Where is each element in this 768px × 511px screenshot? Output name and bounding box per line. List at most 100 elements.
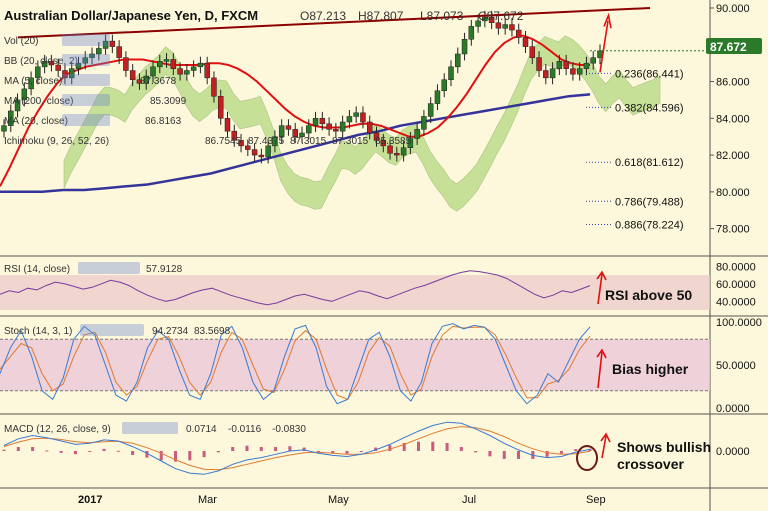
candle-body[interactable]	[394, 152, 400, 156]
candle-body[interactable]	[360, 112, 366, 123]
candle-body[interactable]	[353, 112, 359, 117]
candle-body[interactable]	[509, 24, 515, 31]
candle-body[interactable]	[400, 147, 407, 156]
candle-body[interactable]	[319, 118, 326, 125]
legend-controls[interactable]	[62, 74, 110, 86]
candle-body[interactable]	[231, 130, 238, 141]
candle-body[interactable]	[157, 61, 163, 68]
candle-body[interactable]	[82, 57, 89, 64]
candle-body[interactable]	[576, 68, 583, 75]
macd-legend-controls[interactable]	[122, 422, 178, 434]
candle-body[interactable]	[245, 145, 251, 150]
candle-body[interactable]	[414, 129, 420, 139]
candle-body[interactable]	[515, 29, 522, 38]
candle-body[interactable]	[536, 57, 542, 71]
legend-controls[interactable]	[62, 94, 110, 106]
candle-body[interactable]	[190, 66, 197, 71]
candle-body[interactable]	[238, 140, 244, 147]
candle-body[interactable]	[495, 22, 502, 29]
candle-body[interactable]	[116, 46, 122, 58]
candle-body[interactable]	[96, 48, 102, 55]
price-pane[interactable]	[0, 7, 710, 212]
indicator-legend[interactable]: Vol (20) BB (20, close, 2) MA (5, close) 87…	[4, 34, 412, 147]
candle-body[interactable]	[278, 125, 285, 137]
candle-body[interactable]	[380, 140, 387, 147]
rsi-pane[interactable]: RSI (14, close) 57.9128	[0, 262, 710, 310]
candle-body[interactable]	[502, 24, 508, 29]
candle-body[interactable]	[346, 116, 353, 123]
candle-body[interactable]	[28, 77, 34, 90]
macd-pane[interactable]: MACD (12, 26, close, 9) 0.0714 -0.0116 -0.0…	[2, 421, 611, 475]
candle-body[interactable]	[488, 16, 495, 23]
candle-body[interactable]	[543, 70, 549, 79]
legend-controls[interactable]	[62, 34, 110, 46]
candle-body[interactable]	[427, 103, 434, 117]
candle-body[interactable]	[421, 116, 427, 130]
stoch-legend-controls[interactable]	[80, 324, 144, 336]
legend-controls[interactable]	[62, 114, 110, 126]
legend-controls[interactable]	[62, 54, 110, 66]
candle-body[interactable]	[143, 75, 149, 84]
candle-body[interactable]	[68, 68, 75, 79]
candle-body[interactable]	[75, 62, 82, 69]
candle-body[interactable]	[326, 123, 332, 130]
candle-body[interactable]	[251, 149, 258, 156]
candle-body[interactable]	[55, 64, 61, 71]
candle-body[interactable]	[482, 16, 488, 22]
candle-body[interactable]	[441, 79, 447, 91]
candle-body[interactable]	[455, 53, 461, 68]
candle-body[interactable]	[387, 145, 393, 154]
candle-body[interactable]	[217, 95, 224, 119]
candle-body[interactable]	[123, 57, 129, 71]
candle-body[interactable]	[211, 77, 217, 97]
candle-body[interactable]	[312, 118, 319, 126]
candle-body[interactable]	[475, 20, 481, 27]
candle-body[interactable]	[529, 46, 536, 58]
candle-body[interactable]	[41, 61, 48, 68]
candle-body[interactable]	[583, 62, 590, 69]
candle-body[interactable]	[62, 70, 68, 79]
candle-body[interactable]	[434, 90, 441, 104]
candle-body[interactable]	[339, 121, 346, 132]
candle-body[interactable]	[258, 154, 265, 158]
candle-body[interactable]	[224, 118, 231, 132]
candle-body[interactable]	[292, 129, 298, 137]
candle-body[interactable]	[102, 40, 109, 49]
candle-body[interactable]	[184, 70, 190, 75]
candle-body[interactable]	[461, 39, 468, 55]
candle-body[interactable]	[556, 61, 563, 69]
candle-body[interactable]	[407, 138, 414, 148]
candle-body[interactable]	[468, 26, 475, 40]
candle-body[interactable]	[170, 59, 177, 69]
candle-body[interactable]	[48, 61, 55, 66]
candle-body[interactable]	[177, 68, 183, 75]
candle-body[interactable]	[265, 145, 271, 158]
candle-body[interactable]	[89, 53, 95, 58]
candle-body[interactable]	[549, 68, 556, 79]
candle-body[interactable]	[197, 62, 204, 68]
candle-body[interactable]	[14, 99, 21, 112]
candle-body[interactable]	[306, 125, 312, 134]
candle-body[interactable]	[163, 59, 170, 62]
candle-body[interactable]	[285, 125, 292, 130]
candle-body[interactable]	[299, 132, 305, 137]
candle-body[interactable]	[109, 40, 116, 47]
candle-body[interactable]	[136, 79, 143, 84]
rsi-legend-controls[interactable]	[78, 262, 140, 274]
candle-body[interactable]	[204, 62, 210, 79]
stoch-pane[interactable]: Stoch (14, 3, 1) 94.2734 83.5698	[0, 323, 710, 405]
candle-body[interactable]	[150, 66, 156, 77]
candle-body[interactable]	[129, 70, 136, 80]
candle-body[interactable]	[8, 110, 14, 126]
candle-body[interactable]	[570, 68, 576, 75]
candle-body[interactable]	[21, 88, 28, 101]
candle-body[interactable]	[373, 132, 380, 141]
candle-body[interactable]	[448, 66, 454, 80]
candle-body[interactable]	[1, 125, 7, 132]
candle-body[interactable]	[590, 57, 596, 64]
candle-body[interactable]	[35, 66, 41, 79]
candle-body[interactable]	[563, 61, 569, 69]
candle-body[interactable]	[366, 121, 373, 134]
candle-body[interactable]	[272, 136, 278, 147]
